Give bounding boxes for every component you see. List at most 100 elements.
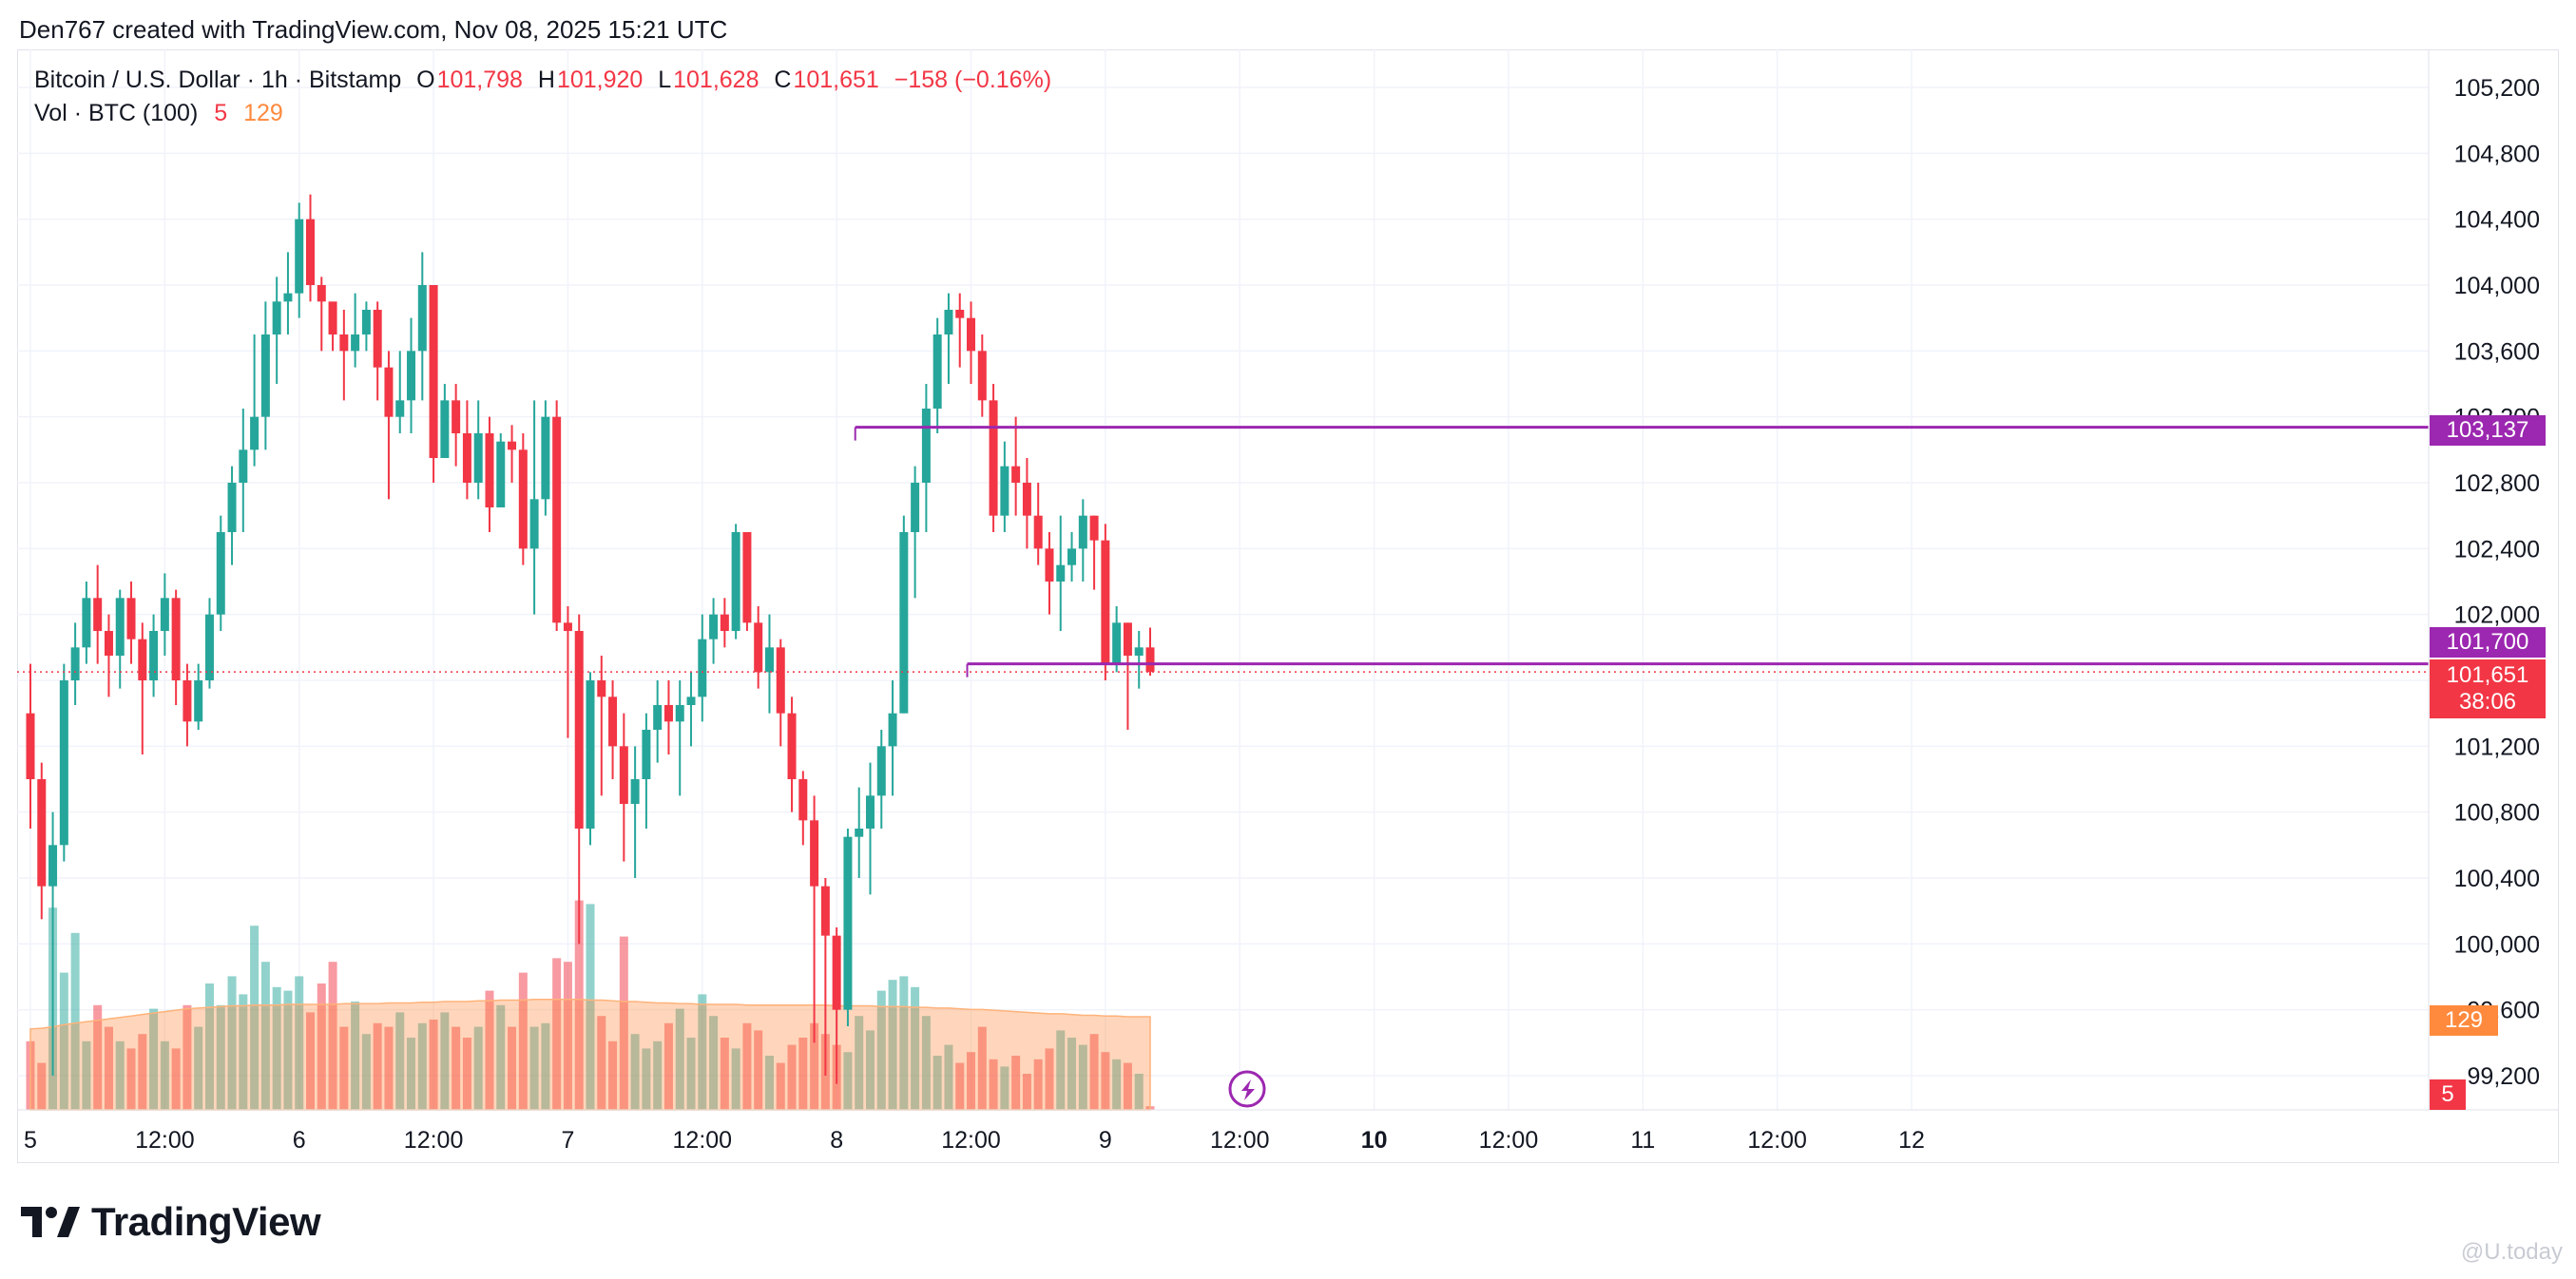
candle-body <box>754 622 763 673</box>
volume-bar <box>663 1022 673 1110</box>
candle-body <box>82 598 91 648</box>
price-tick-label: 99,200 <box>2468 1063 2540 1090</box>
volume-bar <box>508 1026 517 1110</box>
volume-bar <box>59 972 68 1110</box>
volume-bar <box>608 1040 618 1110</box>
tradingview-logo[interactable]: TradingView <box>21 1199 321 1245</box>
volume-bar <box>764 1056 774 1110</box>
close-label: C <box>774 67 792 93</box>
volume-bar <box>138 1034 147 1110</box>
candle-body <box>496 441 506 507</box>
volume-bar <box>619 936 628 1110</box>
volume-bar <box>283 990 293 1110</box>
volume-bar <box>518 972 528 1110</box>
candle-body <box>876 746 886 796</box>
candle-body <box>48 845 58 887</box>
candle-body <box>989 400 998 516</box>
candle-body <box>473 433 483 483</box>
open-label: O <box>416 67 435 93</box>
volume-bar <box>306 1012 315 1110</box>
candle-body <box>339 334 349 352</box>
time-tick-label: 12:00 <box>135 1127 195 1154</box>
volume-bar <box>586 904 595 1110</box>
volume-bar <box>754 1030 763 1110</box>
volume-bar <box>1067 1038 1077 1110</box>
candle-body <box>1078 515 1087 549</box>
candle-body <box>395 400 405 417</box>
volume-bar <box>1056 1030 1066 1110</box>
volume-bar <box>798 1038 808 1110</box>
countdown-text: 38:06 <box>2458 689 2517 715</box>
candle-body <box>642 730 651 779</box>
candle-body <box>1089 515 1099 541</box>
candle-body <box>675 705 684 722</box>
candle-body <box>250 416 260 450</box>
volume-bar <box>160 1040 169 1110</box>
candle-body <box>1112 622 1122 664</box>
symbol-title: Bitcoin / U.S. Dollar · 1h · Bitstamp <box>34 67 402 93</box>
candle-body <box>317 285 326 302</box>
time-tick-label: 12:00 <box>1747 1127 1807 1154</box>
candle-body <box>832 935 841 1010</box>
volume-bar <box>989 1059 998 1110</box>
volume-legend: Vol · BTC (100) 5 129 <box>34 100 283 127</box>
volume-bar <box>810 1022 819 1110</box>
candle-body <box>630 779 640 804</box>
low-label: L <box>658 67 672 93</box>
volume-bar <box>742 1022 752 1110</box>
volume-bar <box>787 1044 797 1110</box>
volume-bar <box>373 1022 382 1110</box>
volume-bar <box>529 1026 539 1110</box>
candle-body <box>1011 466 1021 483</box>
volume-bar <box>1101 1052 1110 1110</box>
volume-bar <box>855 1016 864 1110</box>
low-value: 101,628 <box>673 67 759 93</box>
candle-body <box>417 285 427 352</box>
candle-body <box>194 680 203 722</box>
candle-body <box>586 680 595 829</box>
candle-body <box>1022 483 1031 516</box>
volume-bar <box>1045 1048 1054 1110</box>
volume-bar <box>216 1004 225 1110</box>
price-tick-label: 104,400 <box>2454 207 2540 234</box>
volume-bar <box>876 990 886 1110</box>
volume-bar <box>227 976 237 1110</box>
price-tick-label: 105,200 <box>2454 75 2540 102</box>
volume-bar <box>384 1026 394 1110</box>
time-tick-label: 12:00 <box>1479 1127 1539 1154</box>
volume-bar <box>70 932 80 1110</box>
volume-bar <box>563 962 572 1110</box>
candle-body <box>384 367 394 417</box>
time-axis: 5 12:00 6 12:00 7 12:00 8 12:00 9 12:00 10 12:00 11 1… <box>17 1070 2559 1154</box>
candle-body <box>462 433 471 483</box>
candle-body <box>283 293 293 302</box>
time-tick-label: 8 <box>830 1127 843 1154</box>
time-tick-label: 12 <box>1898 1127 1925 1154</box>
chart-legend: Bitcoin / U.S. Dollar · 1h · Bitstamp O 1… <box>34 67 1053 94</box>
price-tick-label: 103,600 <box>2454 338 2540 365</box>
volume-bar <box>37 1062 47 1110</box>
volume-bar <box>1112 1059 1122 1110</box>
time-tick-label: 5 <box>24 1127 37 1154</box>
candle-body <box>855 829 864 837</box>
volume-bar <box>1022 1074 1031 1110</box>
time-tick-label: 11 <box>1630 1127 1655 1154</box>
volume-bar <box>552 958 562 1110</box>
candle-body <box>820 886 830 936</box>
volume-bar <box>260 962 270 1110</box>
volume-value: 5 <box>214 100 228 126</box>
volume-bar <box>1123 1062 1132 1110</box>
price-tick-label: 100,000 <box>2454 931 2540 958</box>
candle-body <box>440 400 450 458</box>
candle-body <box>764 647 774 673</box>
candle-body <box>295 219 304 294</box>
volume-bar <box>653 1040 663 1110</box>
volume-bar <box>1089 1034 1099 1110</box>
candle-body <box>1067 548 1077 565</box>
candle-body <box>653 705 663 730</box>
candle-body <box>70 647 80 680</box>
high-label: H <box>537 67 555 93</box>
volume-bar <box>921 1016 931 1110</box>
candle-body <box>574 631 584 829</box>
